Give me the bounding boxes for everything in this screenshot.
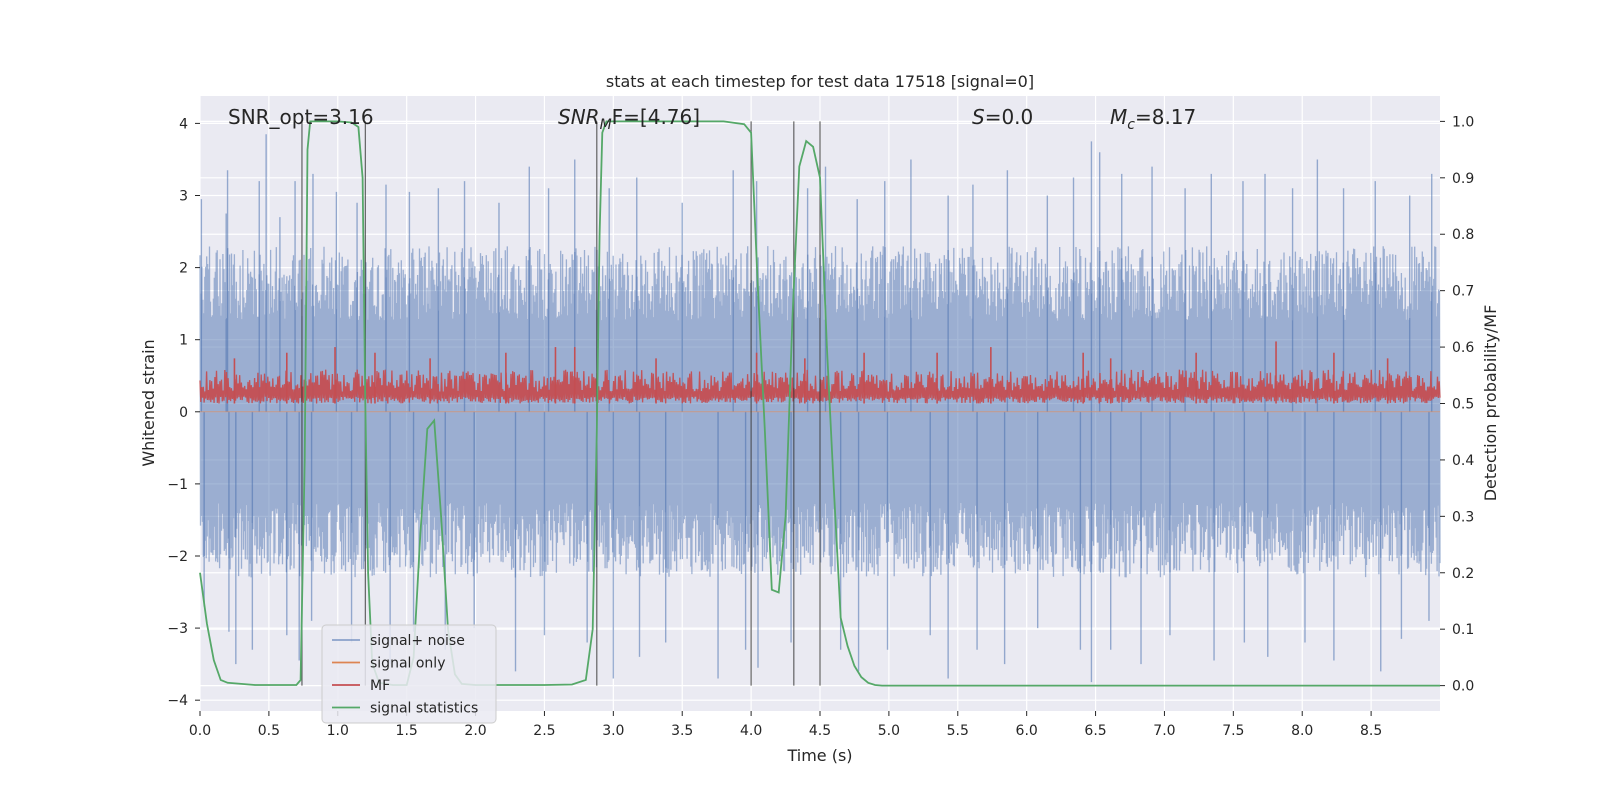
x-tick-label: 3.5 <box>671 723 693 739</box>
annotation-s: S=0.0 <box>972 105 1033 129</box>
legend-box <box>321 624 497 724</box>
annotation-snr-opt: SNR_opt=3.16 <box>228 105 374 129</box>
x-tick-label: 8.0 <box>1291 723 1313 739</box>
y-axis-label-right: Detection probability/MF <box>1481 305 1500 502</box>
y-right-tick-label: 0.2 <box>1452 566 1474 582</box>
annotation-snr-mf-sub: M <box>600 117 612 133</box>
annotation-snr-mf-base: SNR <box>558 105 600 129</box>
x-tick-label: 6.0 <box>1016 723 1038 739</box>
plot-area <box>199 120 1441 687</box>
y-right-tick-label: 0.8 <box>1452 227 1474 243</box>
y-left-tick-label: 2 <box>179 261 188 277</box>
axes-ticks: 0.0 0.5 1.0 1.5 2.0 2.5 3.0 3.5 4.0 4.5 5.0 5.5 6.0 6… <box>167 114 1474 739</box>
chart-title: stats at each timestep for test data 175… <box>606 72 1034 91</box>
annotation-mc: Mc=8.17 <box>1110 105 1196 133</box>
legend-label: MF <box>370 678 390 694</box>
y-right-tick-label: 0.1 <box>1452 622 1474 638</box>
y-right-tick-label: 0.6 <box>1452 340 1474 356</box>
annotation-mc-rest: =8.17 <box>1135 105 1196 129</box>
y-right-tick-label: 0.9 <box>1452 171 1474 187</box>
legend-label: signal+ noise <box>370 633 465 649</box>
x-tick-label: 7.5 <box>1222 723 1244 739</box>
y-left-tick-label: −4 <box>167 693 188 709</box>
x-tick-label: 4.0 <box>740 723 762 739</box>
x-tick-label: 1.5 <box>396 723 418 739</box>
y-right-tick-label: 0.0 <box>1452 679 1474 695</box>
x-tick-label: 1.0 <box>327 723 349 739</box>
y-left-tick-label: 1 <box>179 333 188 349</box>
x-tick-label: 5.0 <box>878 723 900 739</box>
y-right-tick-label: 0.5 <box>1452 397 1474 413</box>
y-axis-label-left: Whitened strain <box>139 339 158 466</box>
x-tick-label: 7.0 <box>1153 723 1175 739</box>
annotation-snr-mf-rest: F=[4.76] <box>612 105 700 129</box>
legend: signal+ noise signal only MF signal statist… <box>321 624 497 724</box>
x-tick-label: 3.0 <box>602 723 624 739</box>
x-axis-label: Time (s) <box>786 746 852 765</box>
y-left-tick-label: −3 <box>167 621 188 637</box>
legend-label: signal only <box>370 656 445 672</box>
annotation-mc-var: M <box>1110 105 1127 129</box>
x-tick-label: 0.0 <box>189 723 211 739</box>
y-right-tick-label: 0.4 <box>1452 453 1474 469</box>
series-signal-statistics <box>199 120 1440 687</box>
annotation-s-var: S <box>972 105 985 129</box>
annotation-mc-sub: c <box>1127 117 1135 133</box>
x-tick-label: 6.5 <box>1084 723 1106 739</box>
x-tick-label: 5.5 <box>947 723 969 739</box>
x-tick-label: 4.5 <box>809 723 831 739</box>
y-right-tick-label: 1.0 <box>1452 114 1474 130</box>
annotation-snr-mf: SNRMF=[4.76] <box>558 105 700 133</box>
x-tick-label: 8.5 <box>1360 723 1382 739</box>
y-left-tick-label: 3 <box>179 188 188 204</box>
y-left-tick-label: 0 <box>179 405 188 421</box>
y-left-tick-label: 4 <box>179 116 188 132</box>
annotation-s-rest: =0.0 <box>985 105 1034 129</box>
x-tick-label: 0.5 <box>258 723 280 739</box>
y-right-tick-label: 0.3 <box>1452 509 1474 525</box>
x-tick-label: 2.5 <box>533 723 555 739</box>
x-tick-label: 2.0 <box>464 723 486 739</box>
y-left-tick-label: −2 <box>167 549 188 565</box>
y-left-tick-label: −1 <box>167 477 188 493</box>
y-right-tick-label: 0.7 <box>1452 284 1474 300</box>
legend-label: signal statistics <box>370 701 478 717</box>
